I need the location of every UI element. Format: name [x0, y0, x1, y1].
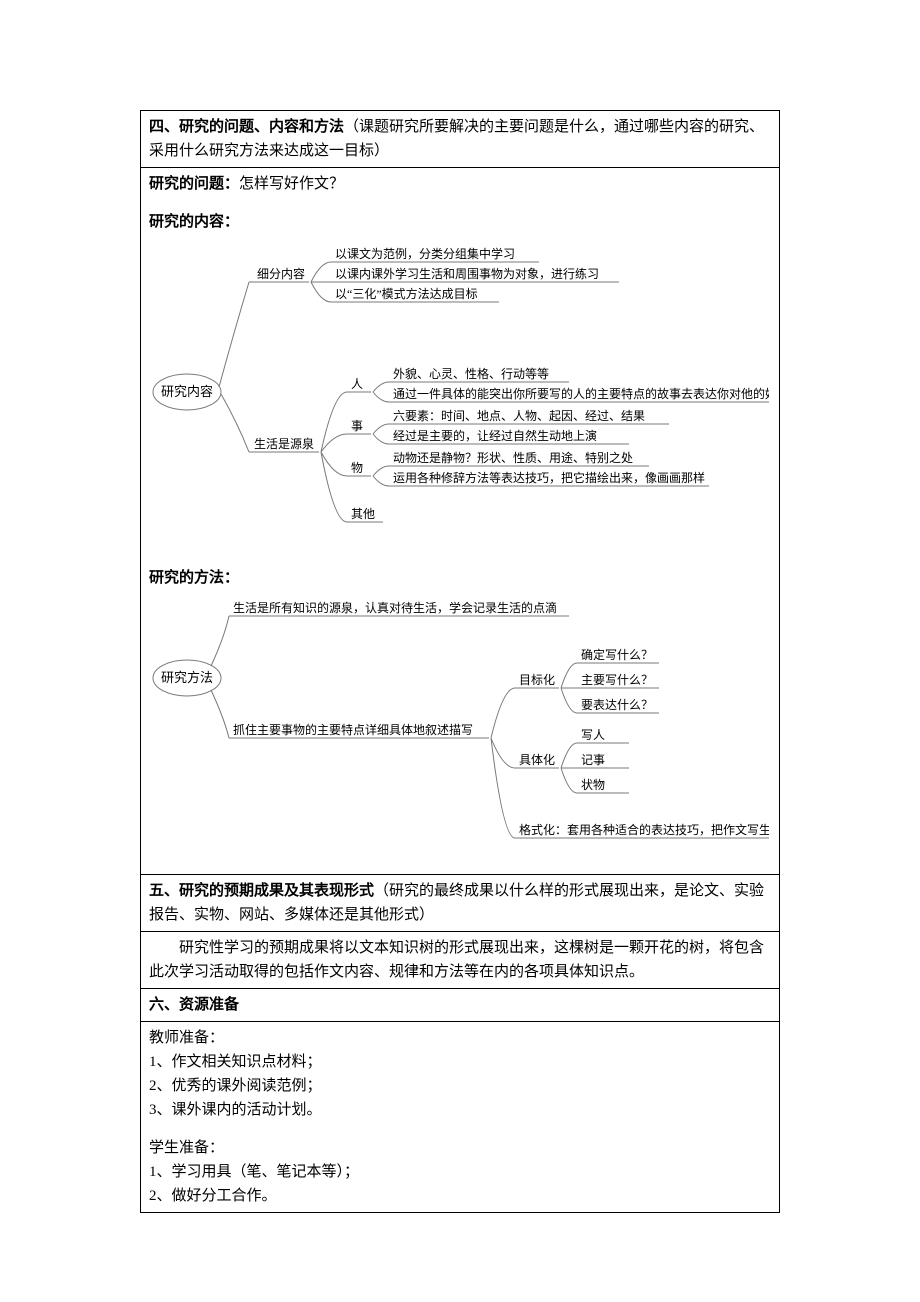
d2-format: 格式化：套用各种适合的表达技巧，把作文写生动有趣 [519, 822, 769, 837]
d1-other: 其他 [351, 507, 375, 521]
d1-event: 事 [351, 419, 363, 433]
d1-people-i1: 通过一件具体的能突出你所要写的人的主要特点的故事去表达你对他的好恶评价 [393, 386, 769, 401]
d2-c-i1: 记事 [581, 753, 605, 767]
d2-goal-i2: 要表达什么？ [581, 698, 653, 712]
d1-b1-i0: 以课文为范例，分类分组集中学习 [335, 246, 515, 261]
student-label: 学生准备： [149, 1136, 771, 1160]
d2-goal-i0: 确定写什么？ [581, 647, 653, 662]
section5-header-cell: 五、研究的预期成果及其表现形式（研究的最终成果以什么样的形式展现出来，是论文、实… [140, 875, 780, 932]
page: 四、研究的问题、内容和方法（课题研究所要解决的主要问题是什么，通过哪些内容的研究… [0, 0, 920, 1273]
section4-header-cell: 四、研究的问题、内容和方法（课题研究所要解决的主要问题是什么，通过哪些内容的研究… [140, 110, 780, 168]
section4-title: 四、研究的问题、内容和方法 [149, 119, 344, 135]
section6-header-cell: 六、资源准备 [140, 989, 780, 1022]
d1-people-i0: 外貌、心灵、性格、行动等等 [393, 366, 549, 381]
content-label: 研究的内容： [149, 210, 771, 234]
section4-body-cell: 研究的问题：怎样写好作文？ 研究的内容： 研究内容 细分内容 以课文为范例，分类… [140, 168, 780, 875]
question-text: 怎样写好作文？ [239, 176, 344, 192]
teacher-item-2: 3、课外课内的活动计划。 [149, 1098, 771, 1122]
d1-b1: 细分内容 [257, 266, 305, 281]
d1-root: 研究内容 [161, 384, 213, 399]
d1-b1-i1: 以课内课外学习生活和周围事物为对象，进行练习 [335, 266, 599, 281]
d1-event-i0: 六要素：时间、地点、人物、起因、经过、结果 [393, 409, 645, 423]
research-content-diagram: 研究内容 细分内容 以课文为范例，分类分组集中学习 以课内课外学习生活和周围事物… [149, 242, 771, 550]
d2-c-i2: 状物 [581, 778, 605, 792]
research-method-diagram: 生活是所有知识的源泉，认真对待生活，学会记录生活的点滴 研究方法 抓住主要事物的… [149, 598, 771, 866]
d2-goal: 目标化 [519, 673, 555, 687]
d1-thing: 物 [351, 461, 363, 475]
method-label: 研究的方法： [149, 566, 771, 590]
section5-body-cell: 研究性学习的预期成果将以文本知识树的形式展现出来，这棵树是一颗开花的树，将包含此… [140, 932, 780, 989]
d1-b1-i2: 以“三化”模式方法达成目标 [335, 286, 478, 301]
teacher-item-1: 2、优秀的课外阅读范例； [149, 1074, 771, 1098]
d1-b2: 生活是源泉 [254, 437, 314, 451]
d2-top: 生活是所有知识的源泉，认真对待生活，学会记录生活的点滴 [233, 600, 557, 615]
d2-main: 抓住主要事物的主要特点详细具体地叙述描写 [233, 722, 473, 737]
d1-event-i1: 经过是主要的，让经过自然生动地上演 [393, 428, 597, 443]
teacher-label: 教师准备： [149, 1026, 771, 1050]
d1-thing-i1: 运用各种修辞方法等表达技巧，把它描绘出来，像画画那样 [393, 470, 705, 485]
student-item-1: 2、做好分工合作。 [149, 1184, 771, 1208]
section6-title: 六、资源准备 [149, 997, 239, 1013]
d2-root: 研究方法 [161, 670, 213, 685]
section5-title: 五、研究的预期成果及其表现形式 [149, 883, 374, 899]
d2-concrete: 具体化 [519, 753, 555, 767]
d2-c-i0: 写人 [581, 728, 605, 742]
teacher-item-0: 1、作文相关知识点材料； [149, 1050, 771, 1074]
student-item-0: 1、学习用具（笔、笔记本等）； [149, 1160, 771, 1184]
d1-thing-i0: 动物还是静物？形状、性质、用途、特别之处 [393, 450, 633, 465]
section5-body: 研究性学习的预期成果将以文本知识树的形式展现出来，这棵树是一颗开花的树，将包含此… [149, 936, 771, 984]
d1-people: 人 [351, 377, 363, 391]
question-label: 研究的问题： [149, 176, 239, 192]
d2-goal-i1: 主要写什么？ [581, 673, 653, 687]
section6-body-cell: 教师准备： 1、作文相关知识点材料； 2、优秀的课外阅读范例； 3、课外课内的活… [140, 1022, 780, 1213]
